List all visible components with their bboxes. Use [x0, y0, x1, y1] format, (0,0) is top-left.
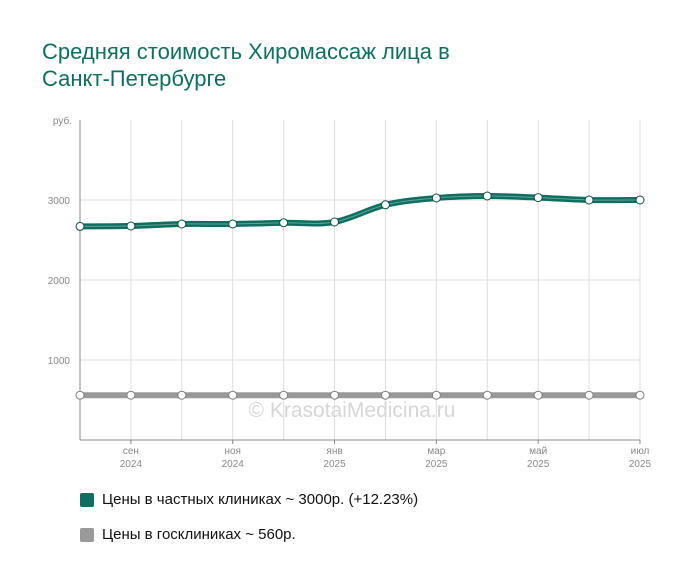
data-point-private[interactable]	[279, 218, 289, 228]
legend-swatch-public	[80, 527, 94, 542]
chart-title-line-1: Средняя стоимость Хиромассаж лица в	[42, 39, 450, 64]
chart-title-line-2: Санкт-Петербурге	[42, 66, 227, 91]
data-point-private[interactable]	[177, 219, 187, 229]
x-tick-label-month: сен	[123, 446, 139, 457]
chart-title: Средняя стоимость Хиромассаж лица в Санк…	[42, 38, 662, 92]
x-tick-label-month: ноя	[224, 446, 241, 457]
x-tick-label-year: 2025	[527, 459, 550, 470]
data-point-private[interactable]	[635, 195, 645, 205]
data-point-public[interactable]	[482, 390, 492, 400]
x-tick-label-year: 2025	[323, 459, 346, 470]
data-point-public[interactable]	[584, 390, 594, 400]
series-line-private	[77, 192, 643, 230]
data-point-private[interactable]	[126, 221, 136, 231]
x-tick-label-month: май	[529, 446, 547, 457]
data-point-public[interactable]	[533, 390, 543, 400]
x-tick-label-month: янв	[326, 446, 342, 457]
legend-swatch-private	[80, 492, 94, 507]
data-point-public[interactable]	[75, 390, 85, 400]
x-tick-label-month: мар	[427, 446, 445, 457]
data-point-private[interactable]	[533, 193, 543, 203]
legend-label-public: Цены в госклиниках ~ 560р.	[102, 526, 296, 543]
data-point-private[interactable]	[431, 193, 441, 203]
grid	[80, 120, 641, 440]
x-tick-label-year: 2025	[629, 459, 652, 470]
data-point-public[interactable]	[126, 390, 136, 400]
legend-item-public: Цены в госклиниках ~ 560р.	[80, 526, 296, 543]
data-point-private[interactable]	[228, 219, 238, 229]
data-point-private[interactable]	[482, 191, 492, 201]
legend-label-private: Цены в частных клиниках ~ 3000р. (+12.23…	[102, 491, 419, 508]
x-tick-label-year: 2025	[425, 459, 448, 470]
data-point-private[interactable]	[75, 221, 85, 231]
y-unit-label: руб.	[53, 115, 72, 127]
data-point-public[interactable]	[635, 390, 645, 400]
data-point-private[interactable]	[380, 200, 390, 210]
data-point-public[interactable]	[431, 390, 441, 400]
data-point-public[interactable]	[228, 390, 238, 400]
data-point-public[interactable]	[330, 390, 340, 400]
watermark-text: © KrasotaiMedicina.ru	[249, 399, 456, 422]
x-tick-label-year: 2024	[120, 459, 143, 470]
series	[75, 191, 645, 400]
axes: 1000 2000 3000 руб. сен 2024 ноя 2024 янв 2025 мар…	[48, 115, 652, 470]
data-point-public[interactable]	[177, 390, 187, 400]
data-point-private[interactable]	[584, 195, 594, 205]
legend-item-private: Цены в частных клиниках ~ 3000р. (+12.23…	[80, 491, 418, 508]
y-tick-label: 2000	[48, 276, 71, 287]
data-point-public[interactable]	[380, 390, 390, 400]
y-tick-label: 1000	[48, 356, 71, 367]
y-tick-label: 3000	[48, 196, 71, 207]
x-tick-label-month: июл	[631, 446, 650, 457]
data-point-public[interactable]	[279, 390, 289, 400]
data-point-private[interactable]	[330, 217, 340, 227]
x-tick-label-year: 2024	[222, 459, 245, 470]
